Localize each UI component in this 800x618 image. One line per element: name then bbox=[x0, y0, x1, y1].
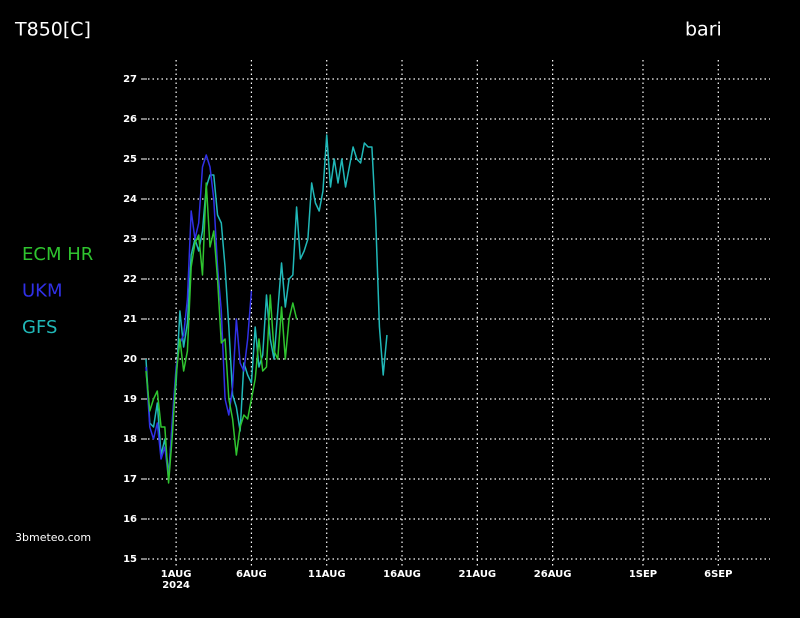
x-tick-label: 21AUG bbox=[458, 569, 496, 580]
x-tick-label: 11AUG bbox=[308, 569, 346, 580]
x-tick-label: 6SEP bbox=[704, 569, 732, 580]
legend-label: ECM HR bbox=[22, 244, 93, 265]
x-tick-label: 1AUG bbox=[161, 569, 192, 580]
legend-label: GFS bbox=[22, 317, 57, 338]
y-tick-label: 16 bbox=[123, 514, 137, 525]
y-tick-label: 19 bbox=[123, 394, 137, 405]
x-tick-label: 16AUG bbox=[383, 569, 421, 580]
y-tick-label: 25 bbox=[123, 154, 137, 165]
y-tick-label: 20 bbox=[123, 354, 137, 365]
x-tick-label: 26AUG bbox=[534, 569, 572, 580]
chart-subtitle: bari bbox=[685, 19, 722, 41]
y-tick-label: 17 bbox=[123, 474, 137, 485]
y-tick-label: 24 bbox=[123, 194, 137, 205]
y-tick-label: 26 bbox=[123, 114, 137, 125]
x-tick-label: 6AUG bbox=[236, 569, 267, 580]
series-line bbox=[145, 154, 253, 480]
y-tick-label: 22 bbox=[123, 274, 137, 285]
y-tick-label: 15 bbox=[123, 554, 137, 565]
chart-title: T850[C] bbox=[14, 19, 91, 41]
series-line bbox=[145, 134, 388, 476]
series-line bbox=[145, 182, 298, 484]
legend-label: UKM bbox=[22, 281, 63, 302]
x-year-label: 2024 bbox=[162, 580, 190, 591]
y-tick-label: 18 bbox=[123, 434, 137, 445]
y-tick-label: 27 bbox=[123, 74, 137, 85]
y-tick-label: 21 bbox=[123, 314, 137, 325]
source-label: 3bmeteo.com bbox=[15, 531, 91, 544]
y-tick-label: 23 bbox=[123, 234, 137, 245]
x-tick-label: 1SEP bbox=[629, 569, 657, 580]
